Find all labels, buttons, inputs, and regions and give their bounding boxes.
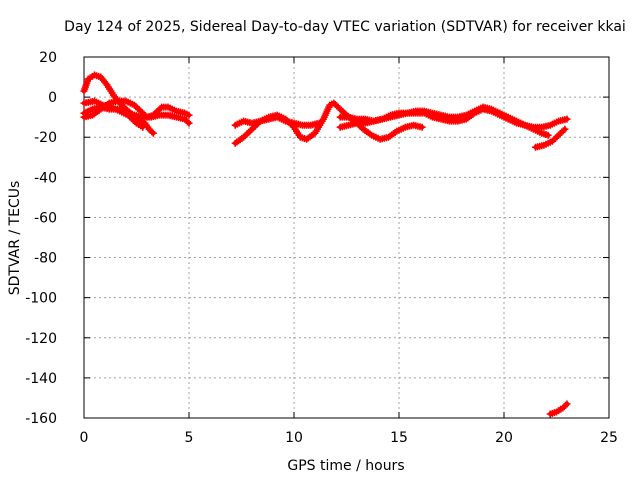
- y-tick-label: -160: [25, 411, 57, 427]
- data-point-marker: [563, 400, 571, 408]
- y-tick-label: -140: [25, 371, 57, 387]
- x-axis-label: GPS time / hours: [287, 458, 404, 474]
- y-tick-label: 0: [48, 90, 57, 106]
- series-arc-4: [80, 97, 147, 131]
- series-arc-6: [231, 113, 323, 129]
- plot-frame: [83, 56, 610, 419]
- x-tick-label: 0: [80, 430, 89, 446]
- x-tick-label: 25: [600, 430, 618, 446]
- series-arc-8: [336, 105, 571, 131]
- y-tick-label: -100: [25, 291, 57, 307]
- x-tick-label: 10: [285, 430, 303, 446]
- y-tick-label: -20: [34, 130, 57, 146]
- data-points: [80, 71, 571, 418]
- x-tick-label: 5: [185, 430, 194, 446]
- series-arc-10: [546, 400, 571, 418]
- x-tick-label: 15: [390, 430, 408, 446]
- axis-ticks: 0 5 10 15 20 25 20 0 -20 -40 -60 -80 -100 -120 -140 -16…: [25, 50, 618, 446]
- data-point-marker: [184, 118, 192, 126]
- y-tick-label: -80: [34, 251, 57, 267]
- x-tick-label: 20: [495, 430, 513, 446]
- data-point-marker: [544, 131, 552, 139]
- y-tick-label: -120: [25, 331, 57, 347]
- chart-title: Day 124 of 2025, Sidereal Day-to-day VTE…: [64, 19, 626, 35]
- data-point-marker: [139, 123, 147, 131]
- data-point-marker: [561, 125, 569, 133]
- series-arc-5: [231, 99, 426, 147]
- y-tick-label: -60: [34, 210, 57, 226]
- data-point-marker: [185, 111, 193, 119]
- data-point-marker: [315, 119, 323, 127]
- data-point-marker: [418, 123, 426, 131]
- data-point-marker: [149, 129, 157, 137]
- y-tick-label: 20: [39, 50, 57, 66]
- data-point-marker: [148, 128, 156, 136]
- data-point-marker: [562, 401, 570, 409]
- data-point-marker: [563, 115, 571, 123]
- series-arc-9: [532, 125, 569, 151]
- y-axis-label: SDTVAR / TECUs: [7, 181, 23, 296]
- y-tick-label: -40: [34, 170, 57, 186]
- grid-lines: [84, 57, 609, 418]
- data-point-marker: [185, 119, 193, 127]
